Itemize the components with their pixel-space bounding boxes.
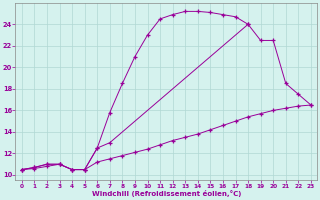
X-axis label: Windchill (Refroidissement éolien,°C): Windchill (Refroidissement éolien,°C) [92, 190, 241, 197]
